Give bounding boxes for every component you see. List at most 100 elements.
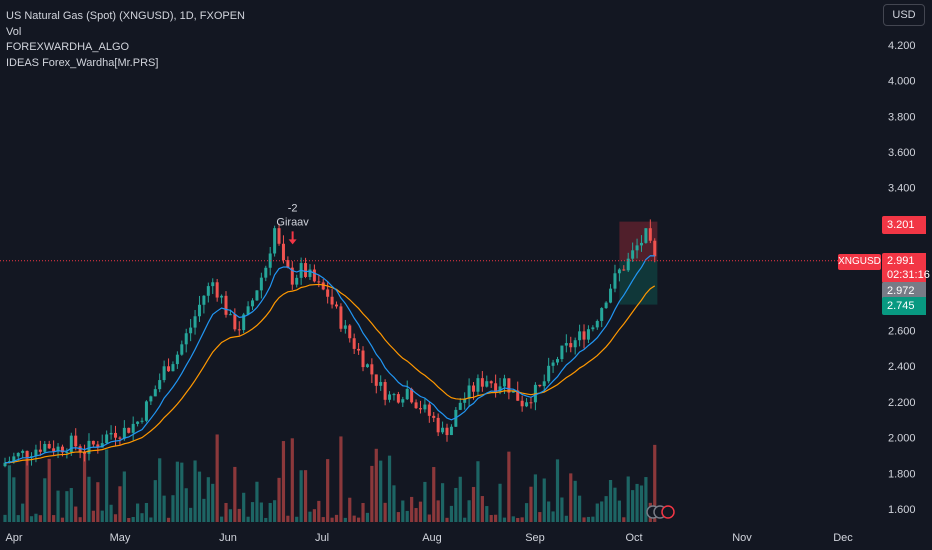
volume-bar [162, 495, 166, 522]
legend-title[interactable]: US Natural Gas (Spot) (XNGUSD), 1D, FXOP… [6, 10, 245, 22]
volume-bar [109, 504, 113, 522]
time-tick-label: Nov [732, 532, 752, 544]
candle-body [149, 396, 153, 402]
candle-body [547, 365, 551, 382]
volume-bar [127, 517, 131, 522]
candle-body [162, 366, 166, 381]
candle-body [357, 348, 361, 351]
currency-button[interactable]: USD [883, 4, 925, 26]
candle-body [202, 295, 206, 305]
candle-body [114, 432, 117, 438]
candle-body [211, 282, 215, 287]
volume-bar [149, 517, 153, 522]
volume-bar [573, 480, 577, 522]
volume-bar [458, 476, 462, 522]
candle-body [224, 295, 228, 315]
volume-bar [631, 490, 635, 522]
candle-body [3, 462, 7, 467]
candle-body [578, 331, 582, 341]
candle-body [586, 329, 590, 340]
legend-indicator[interactable]: FOREXWARDHA_ALGO [6, 41, 130, 53]
volume-bar [317, 500, 321, 522]
candle-body [396, 394, 400, 403]
candle-body [498, 386, 502, 393]
candle-body [167, 366, 171, 372]
volume-bar [401, 500, 405, 522]
volume-bar [608, 479, 613, 522]
candle-body [233, 314, 237, 330]
candle-body [542, 381, 546, 387]
volume-bar [113, 514, 118, 522]
volume-bar [74, 506, 78, 522]
candle-body [180, 344, 184, 355]
volume-bar [339, 436, 343, 522]
volume-bar [427, 514, 431, 522]
candle-body [595, 320, 599, 328]
legend-author[interactable]: IDEAS Forex_Wardha[Mr.PRS] [6, 56, 159, 69]
candle-body [47, 443, 51, 449]
candle-body [458, 402, 462, 410]
candle-body [153, 389, 157, 397]
volume-bar [87, 476, 91, 522]
candle-body [525, 402, 529, 407]
volume-bar [131, 516, 135, 522]
price-tick-label: 2.600 [888, 326, 916, 338]
stop-loss-zone [619, 221, 658, 261]
candle-body [52, 448, 56, 452]
legend-volume[interactable]: Vol [6, 25, 22, 38]
candle-body [335, 304, 338, 307]
time-axis[interactable]: Apr May Jun Jul Aug Sep Oct Nov Dec [5, 532, 853, 544]
volume-bar [43, 478, 47, 522]
candle-body [96, 444, 100, 448]
volume-bar [224, 502, 228, 522]
volume-bar [582, 517, 586, 522]
volume-bar [560, 497, 564, 522]
time-tick-label: Jul [315, 532, 329, 544]
candle-body [427, 404, 431, 416]
candle-body [617, 269, 621, 274]
volume-bar [242, 492, 246, 522]
volume-bar [622, 517, 626, 522]
candle-body [494, 383, 498, 393]
volume-bar [82, 452, 87, 522]
volume-bar [604, 496, 608, 522]
volume-bar [184, 488, 188, 522]
candle-body [242, 314, 246, 331]
candle-body [109, 432, 113, 435]
volume-bar [259, 502, 263, 522]
ema-slow-line [4, 283, 656, 464]
volume-bar [516, 517, 520, 522]
volume-bar [255, 481, 259, 522]
candle-body [127, 427, 131, 433]
volume-bar [189, 507, 193, 522]
volume-bar [219, 516, 224, 522]
candle-body [423, 404, 427, 410]
candle-body [560, 345, 564, 360]
volume-bar [34, 513, 38, 522]
volume-bar [303, 470, 308, 522]
volume-bar [7, 465, 12, 522]
candle-body [246, 306, 250, 315]
volume-bar [361, 502, 365, 522]
volume-bar [326, 459, 330, 522]
candle-body [644, 228, 648, 243]
volume-bar [387, 455, 392, 522]
volume-bar [463, 517, 467, 522]
time-tick-label: Aug [422, 532, 442, 544]
candle-body [206, 286, 210, 296]
volume-bar [321, 517, 325, 522]
candle-body [30, 456, 34, 458]
candle-body [304, 263, 308, 277]
volume-bar [440, 483, 445, 522]
candle-body [370, 364, 374, 375]
candle-body [626, 258, 630, 271]
candle-body [538, 384, 542, 387]
price-tick-label: 4.200 [888, 40, 916, 52]
volume-bar [281, 441, 286, 522]
volume-bar [538, 512, 542, 522]
position-markers [646, 505, 675, 519]
candle-body [485, 381, 489, 387]
volume-bar [91, 510, 95, 522]
candle-body [432, 415, 436, 418]
